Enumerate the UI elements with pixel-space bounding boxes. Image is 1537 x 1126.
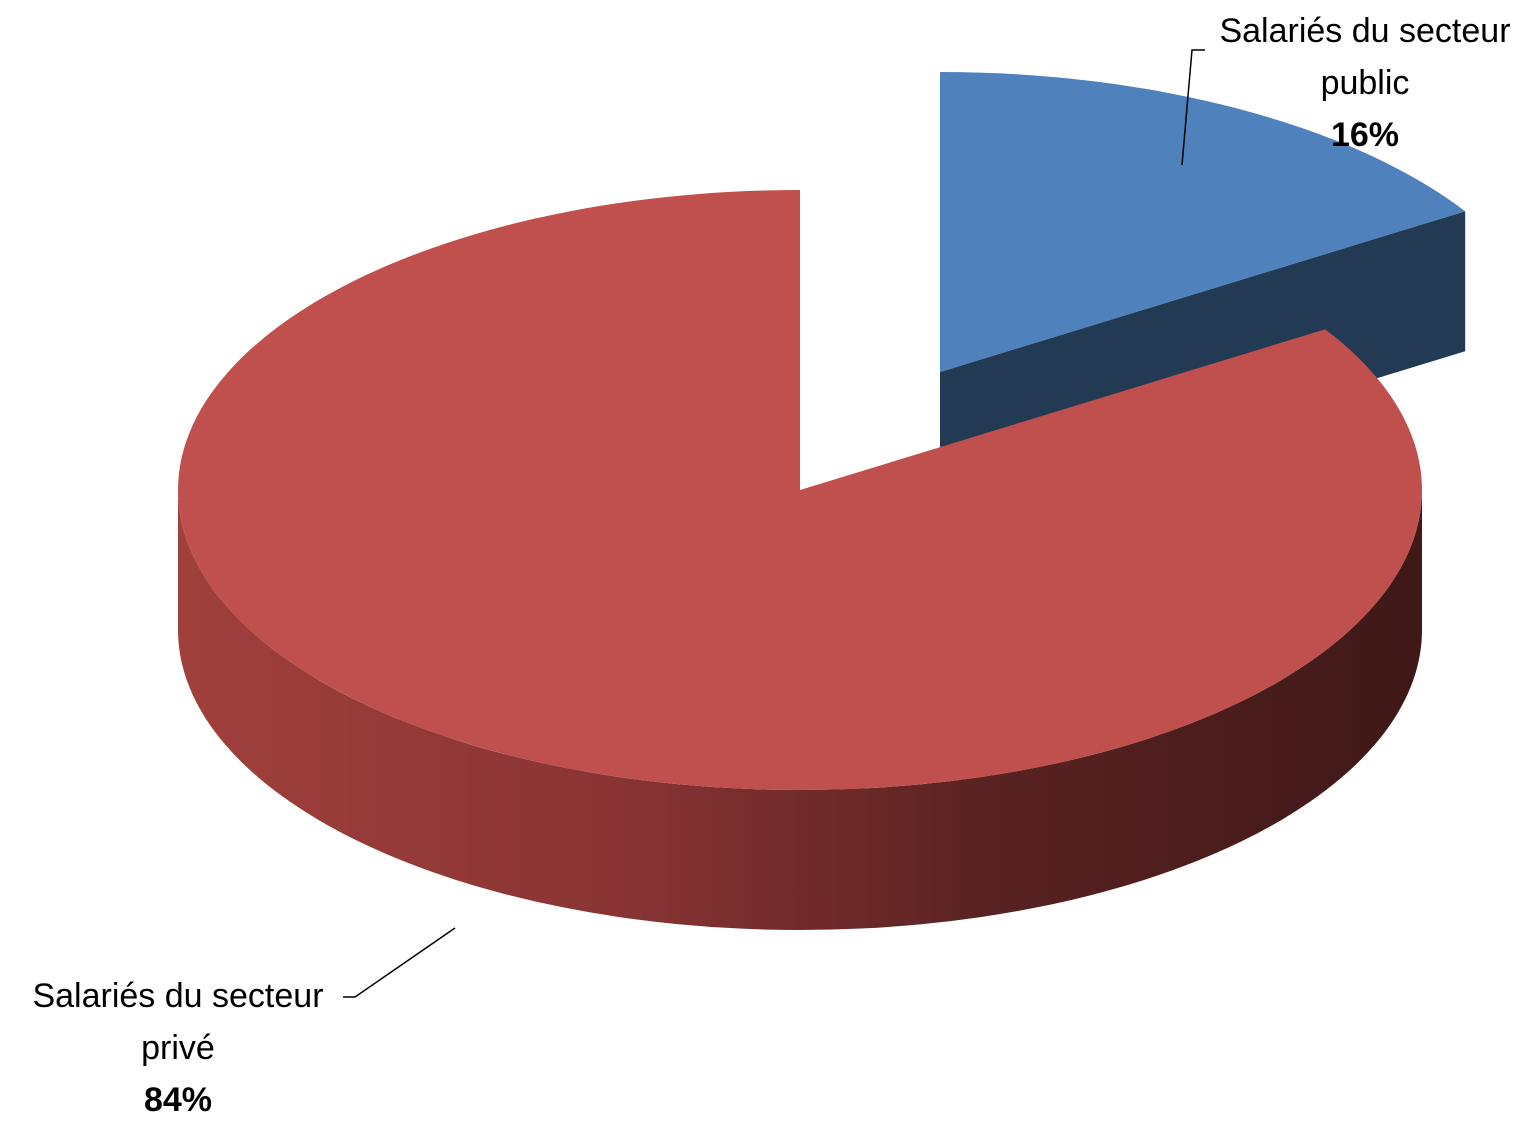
slice-label: Salariés du secteur privé 84% bbox=[8, 970, 348, 1126]
leader-line bbox=[343, 927, 456, 998]
category-label: Salariés du secteur privé bbox=[32, 977, 324, 1067]
value-label: 84% bbox=[143, 1081, 213, 1119]
slice-label: Salariés du secteur public 16% bbox=[1195, 5, 1535, 161]
value-label: 16% bbox=[1330, 116, 1400, 154]
pie bbox=[177, 72, 1466, 930]
slice bbox=[940, 72, 1466, 372]
category-label: Salariés du secteur public bbox=[1219, 12, 1511, 102]
slice bbox=[177, 190, 1422, 790]
leader-line bbox=[1181, 49, 1205, 166]
slice-side bbox=[178, 490, 1422, 930]
